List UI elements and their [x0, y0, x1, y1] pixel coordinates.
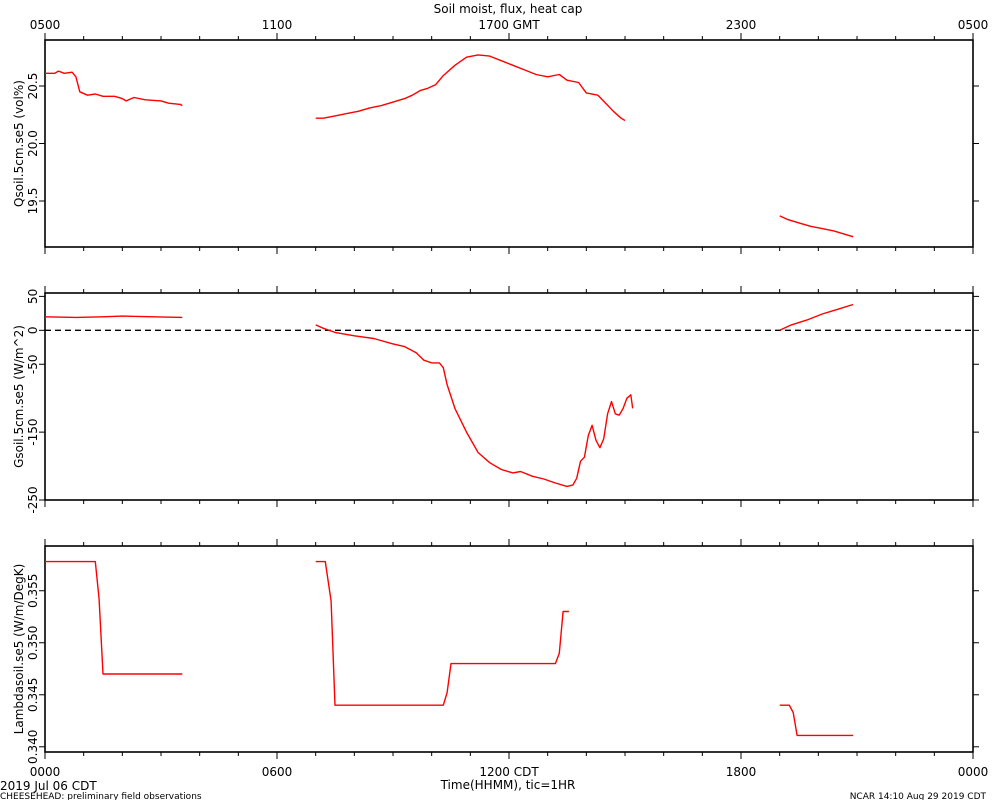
- top-time-axis: 0500 1100 1700 GMT 2300 0500: [30, 18, 989, 32]
- series-line-segment: [315, 54, 626, 122]
- top-tick-label: 1100: [262, 18, 293, 32]
- top-tick-label: 1700 GMT: [478, 18, 540, 32]
- series-line-segment: [45, 70, 183, 107]
- y-tick-label: -50: [26, 354, 40, 374]
- y-tick-label: 20.5: [26, 73, 40, 100]
- top-tick-label: 0500: [30, 18, 61, 32]
- chart-title: Soil moist, flux, heat cap: [434, 2, 583, 16]
- y-tick-label: 0.350: [26, 626, 40, 660]
- bottom-tick-label: 0000: [30, 765, 61, 779]
- y-tick-label: 0.345: [26, 678, 40, 712]
- y-tick-label: 50: [26, 289, 40, 304]
- series-line-segment: [315, 560, 569, 706]
- plot-frame: [44, 39, 974, 248]
- y-tick-label: 20.0: [26, 130, 40, 157]
- date-label: 2019 Jul 06 CDT: [0, 779, 97, 793]
- y-tick-label: 0.340: [26, 730, 40, 764]
- y-axis-label: Gsoil.5cm.se5 (W/m^2): [12, 325, 26, 468]
- chart-panel-2: 50 0 -50 -150 -250 Gsoil.5cm.se5 (W/m^2): [12, 286, 979, 514]
- series-line-segment: [779, 215, 854, 238]
- bottom-time-axis: 0000 0600 1200 CDT 1800 0000: [30, 765, 989, 779]
- bottom-tick-label: 0000: [958, 765, 989, 779]
- y-tick-label: 0: [26, 327, 40, 335]
- series-line-segment: [45, 560, 183, 675]
- series-line-segment: [44, 315, 183, 319]
- footer-left: CHEESEHEAD: preliminary field observatio…: [0, 792, 202, 800]
- plot-frame: [44, 292, 974, 501]
- y-axis-label: Qsoil.5cm.se5 (vol%): [12, 80, 26, 207]
- series-line-segment: [779, 704, 854, 737]
- series-line-segment: [315, 324, 634, 488]
- footer-right: NCAR 14:10 Aug 29 2019 CDT: [850, 792, 987, 800]
- y-tick-label: 19.5: [26, 188, 40, 215]
- y-tick-label: -250: [26, 486, 40, 513]
- bottom-tick-label: 1200 CDT: [479, 765, 539, 779]
- y-tick-label: 0.355: [26, 574, 40, 608]
- top-tick-label: 0500: [958, 18, 989, 32]
- y-tick-label: -150: [26, 419, 40, 446]
- series-line-segment: [779, 303, 854, 331]
- top-tick-label: 2300: [726, 18, 757, 32]
- bottom-tick-label: 1800: [726, 765, 757, 779]
- x-axis-label: Time(HHMM), tic=1HR: [440, 778, 576, 792]
- plot-frame: [44, 545, 974, 753]
- y-axis-label: Lambdasoil.se5 (W/m/DegK): [12, 564, 26, 735]
- bottom-tick-label: 0600: [262, 765, 293, 779]
